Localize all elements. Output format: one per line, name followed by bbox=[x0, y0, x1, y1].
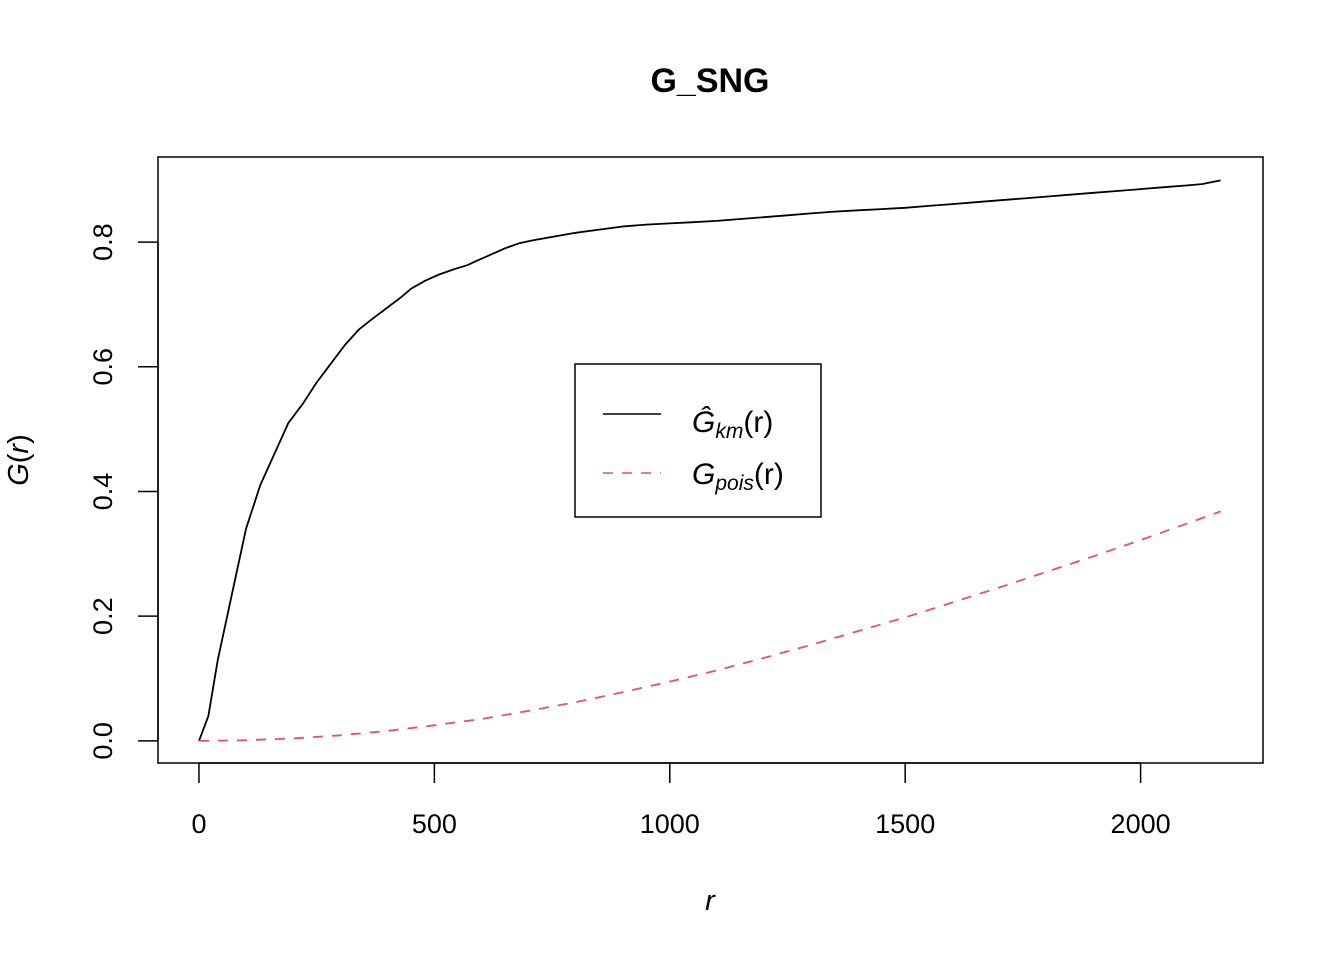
chart-title: G_SNG bbox=[650, 62, 769, 100]
x-axis-label: r bbox=[705, 885, 716, 917]
legend-entry-km: Ĝkm(r) bbox=[692, 405, 773, 443]
y-axis-label-paren-close: ) bbox=[3, 434, 35, 444]
legend: Ĝkm(r) Gpois(r) bbox=[574, 363, 822, 518]
legend-pois-arg: (r) bbox=[754, 458, 784, 491]
y-axis: 0.0 0.2 0.4 0.6 0.8 bbox=[88, 223, 159, 760]
x-tick-label: 0 bbox=[191, 809, 206, 839]
x-axis: 0 500 1000 1500 2000 bbox=[191, 762, 1171, 839]
y-tick-label: 0.2 bbox=[88, 597, 118, 635]
series-line-pois bbox=[198, 510, 1221, 742]
legend-entry-pois: Gpois(r) bbox=[692, 458, 784, 495]
legend-pois-sub: pois bbox=[714, 472, 754, 495]
y-axis-label-paren-open: ( bbox=[3, 453, 35, 463]
legend-km-main: Ĝ bbox=[692, 405, 715, 439]
y-tick-label: 0.0 bbox=[88, 722, 118, 760]
series-layer bbox=[198, 179, 1221, 742]
x-tick-label: 1500 bbox=[875, 809, 935, 839]
y-axis-label-var: r bbox=[3, 443, 35, 454]
legend-pois-main: G bbox=[692, 458, 715, 491]
x-tick-label: 500 bbox=[412, 809, 457, 839]
legend-box bbox=[574, 363, 822, 518]
x-tick-label: 1000 bbox=[640, 809, 700, 839]
y-axis-label-main: G bbox=[3, 463, 35, 486]
y-axis-label: G(r) bbox=[3, 434, 35, 486]
y-tick-label: 0.8 bbox=[88, 223, 118, 261]
x-tick-label: 2000 bbox=[1111, 809, 1171, 839]
y-tick-label: 0.4 bbox=[88, 473, 118, 511]
legend-km-sub: km bbox=[715, 420, 743, 443]
y-tick-label: 0.6 bbox=[88, 348, 118, 386]
series-line-km bbox=[198, 179, 1221, 742]
legend-km-arg: (r) bbox=[743, 406, 773, 439]
